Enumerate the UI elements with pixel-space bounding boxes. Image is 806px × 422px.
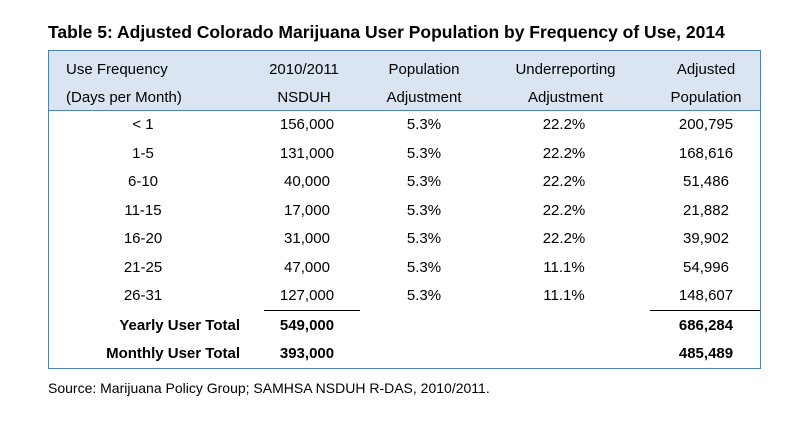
table-header-band	[49, 51, 760, 111]
cell-population-adjustment: 5.3%	[406, 116, 442, 133]
total-adjusted: 485,489	[678, 345, 734, 362]
header-divider	[49, 110, 760, 111]
header-line: Population	[670, 89, 742, 106]
header-adjusted-population: Adjusted Population	[650, 56, 762, 112]
total-label: Yearly User Total	[119, 317, 240, 334]
cell-adjusted-population: 39,902	[683, 230, 729, 247]
source-note: Source: Marijuana Policy Group; SAMHSA N…	[48, 380, 490, 396]
cell-adjusted-population: 148,607	[678, 287, 734, 304]
cell-adjusted-population: 51,486	[683, 173, 729, 190]
header-nsduh: 2010/2011 NSDUH	[248, 56, 360, 112]
total-adjusted: 686,284	[678, 317, 734, 334]
cell-underreporting-adjustment: 22.2%	[542, 116, 586, 133]
cell-frequency: 6-10	[127, 173, 159, 190]
header-line: NSDUH	[277, 89, 331, 106]
cell-population-adjustment: 5.3%	[406, 145, 442, 162]
header-line: Use Frequency	[66, 61, 168, 78]
header-line: Adjustment	[527, 89, 604, 106]
cell-nsduh: 156,000	[279, 116, 335, 133]
cell-nsduh: 127,000	[279, 287, 335, 304]
total-nsduh: 549,000	[279, 317, 335, 334]
cell-frequency: 16-20	[123, 230, 163, 247]
cell-frequency: < 1	[132, 116, 154, 133]
cell-frequency: 1-5	[132, 145, 154, 162]
table-frame	[48, 50, 761, 369]
header-line: Population	[388, 61, 460, 78]
cell-nsduh: 47,000	[284, 259, 330, 276]
cell-frequency: 26-31	[123, 287, 163, 304]
sum-rule-nsduh	[264, 310, 360, 311]
cell-nsduh: 131,000	[279, 145, 335, 162]
cell-population-adjustment: 5.3%	[406, 287, 442, 304]
cell-underreporting-adjustment: 22.2%	[542, 145, 586, 162]
header-underreporting-adjustment: Underreporting Adjustment	[493, 56, 638, 112]
cell-population-adjustment: 5.3%	[406, 202, 442, 219]
header-line: Underreporting	[515, 61, 616, 78]
cell-underreporting-adjustment: 22.2%	[542, 202, 586, 219]
cell-adjusted-population: 200,795	[678, 116, 734, 133]
cell-population-adjustment: 5.3%	[406, 259, 442, 276]
cell-adjusted-population: 21,882	[683, 202, 729, 219]
table-title: Table 5: Adjusted Colorado Marijuana Use…	[48, 22, 725, 42]
cell-adjusted-population: 168,616	[678, 145, 734, 162]
cell-adjusted-population: 54,996	[683, 259, 729, 276]
header-line: Adjustment	[386, 89, 462, 106]
cell-frequency: 11-15	[124, 202, 162, 219]
cell-underreporting-adjustment: 22.2%	[542, 173, 586, 190]
cell-underreporting-adjustment: 11.1%	[543, 287, 585, 304]
cell-nsduh: 31,000	[284, 230, 330, 247]
total-nsduh: 393,000	[279, 345, 335, 362]
cell-nsduh: 40,000	[284, 173, 330, 190]
cell-nsduh: 17,000	[284, 202, 330, 219]
cell-population-adjustment: 5.3%	[406, 230, 442, 247]
header-use-frequency: Use Frequency (Days per Month)	[66, 56, 236, 112]
total-label: Monthly User Total	[106, 345, 240, 362]
header-population-adjustment: Population Adjustment	[368, 56, 480, 112]
header-line: Adjusted	[676, 61, 736, 78]
header-line: 2010/2011	[269, 61, 339, 78]
cell-frequency: 21-25	[123, 259, 163, 276]
header-line: (Days per Month)	[66, 89, 182, 106]
sum-rule-adjusted	[650, 310, 760, 311]
cell-underreporting-adjustment: 11.1%	[543, 259, 585, 276]
cell-underreporting-adjustment: 22.2%	[542, 230, 586, 247]
cell-population-adjustment: 5.3%	[406, 173, 442, 190]
